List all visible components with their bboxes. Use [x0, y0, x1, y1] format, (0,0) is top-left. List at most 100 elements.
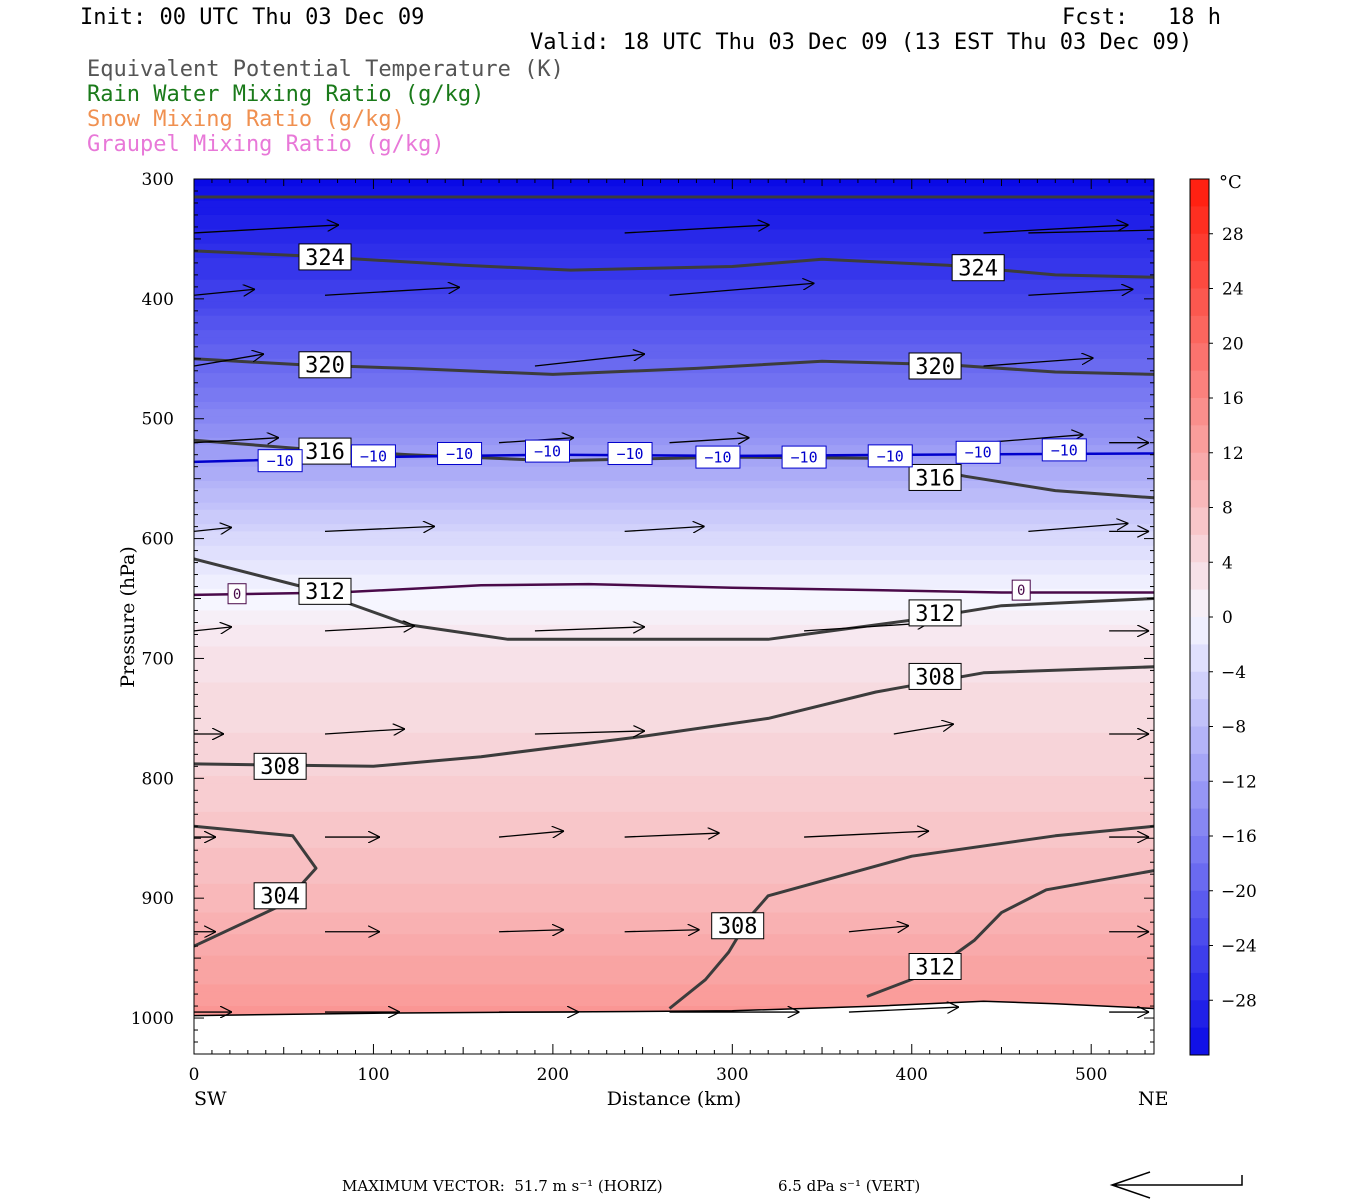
- temp-band: [194, 236, 1154, 245]
- colorbar-segment: [1190, 425, 1209, 454]
- colorbar-segment: [1190, 671, 1209, 700]
- temp-band: [194, 711, 1154, 719]
- theta-e-label-box: [298, 577, 352, 605]
- isotherm-label: 0: [233, 587, 241, 603]
- theta-e-label: 308: [260, 755, 300, 780]
- wind-vector: [194, 225, 339, 234]
- wind-vector: [534, 627, 645, 631]
- plot-frame: [193, 178, 1155, 1055]
- temp-band: [194, 552, 1154, 561]
- temp-band: [194, 639, 1154, 648]
- colorbar-segment: [1190, 617, 1209, 645]
- colorbar-segment: [1190, 890, 1209, 919]
- theta-e-label-box: [298, 243, 352, 271]
- legend-graupel: Graupel Mixing Ratio (g/kg): [87, 132, 445, 157]
- theta-e-contour-304: [194, 824, 318, 948]
- colorbar-segment: [1190, 179, 1209, 207]
- x-tick-label: 500: [1075, 1065, 1107, 1085]
- colorbar-segment: [1190, 945, 1209, 974]
- isotherm-label: −10: [791, 448, 818, 466]
- wind-vector: [848, 1007, 959, 1012]
- temp-band: [194, 826, 1154, 835]
- isotherm-label-box: [867, 444, 913, 468]
- temp-band: [194, 811, 1154, 820]
- isotherm-0: [194, 582, 1154, 597]
- temp-band: [194, 855, 1154, 863]
- theta-e-label: 320: [915, 355, 955, 380]
- temp-band: [194, 207, 1154, 216]
- theta-e-contour-308: [668, 824, 1154, 1010]
- colorbar-tick-label: 12: [1222, 444, 1244, 464]
- temp-band: [194, 804, 1154, 813]
- colorbar-segment: [1190, 534, 1209, 563]
- wind-vector: [983, 225, 1129, 234]
- theta-e-label: 308: [718, 915, 758, 940]
- plot-border: [193, 178, 1155, 1055]
- temp-band: [194, 394, 1154, 403]
- temp-band: [194, 294, 1154, 302]
- temp-band: [194, 473, 1154, 482]
- colorbar-segment: [1190, 261, 1209, 289]
- theta-e-label-box: [298, 437, 352, 465]
- max-vector-horizontal: MAXIMUM VECTOR: 51.7 m s⁻¹ (HORIZ): [342, 1177, 663, 1195]
- temp-band: [194, 617, 1154, 626]
- temp-band: [194, 718, 1154, 727]
- colorbar-segment: [1190, 781, 1209, 810]
- legend-rain-water: Rain Water Mixing Ratio (g/kg): [87, 82, 485, 107]
- wind-vectors: [194, 225, 1154, 1012]
- temp-band: [194, 632, 1154, 640]
- temp-band: [194, 984, 1154, 993]
- isotherm-label: −10: [446, 445, 473, 463]
- wind-vector: [804, 623, 929, 632]
- temp-band: [194, 934, 1154, 942]
- colorbar-segment: [1190, 507, 1209, 536]
- colorbar-segment: [1190, 726, 1209, 755]
- temp-band: [194, 416, 1154, 425]
- wind-vector: [324, 287, 460, 296]
- temp-band: [194, 229, 1154, 238]
- wind-vector: [499, 930, 564, 932]
- temp-band: [194, 222, 1154, 230]
- isotherm-label-box: [350, 444, 396, 468]
- x-tick-label: 300: [716, 1065, 748, 1085]
- temp-band: [194, 682, 1154, 691]
- temp-band: [194, 898, 1154, 906]
- x-right-label: NE: [1138, 1088, 1169, 1110]
- wind-vector: [983, 358, 1094, 367]
- colorbar-segment: [1190, 343, 1209, 372]
- isotherm-label: −10: [877, 447, 904, 465]
- wind-vector: [1028, 289, 1133, 295]
- temp-band: [194, 502, 1154, 511]
- temp-band: [194, 819, 1154, 827]
- temp-band: [194, 272, 1154, 281]
- temp-band: [194, 351, 1154, 360]
- surface-pressure: [194, 1000, 1154, 1054]
- temp-band: [194, 970, 1154, 978]
- temp-band: [194, 941, 1154, 950]
- temp-band: [194, 214, 1154, 223]
- temp-band: [194, 912, 1154, 921]
- colorbar-segment: [1190, 644, 1209, 673]
- colorbar-segment: [1190, 398, 1209, 426]
- isotherm-label: −10: [1051, 441, 1078, 459]
- isotherm-label: 0: [1017, 583, 1025, 599]
- isotherm-label-box: [227, 583, 247, 605]
- isotherm-label-box: [607, 441, 653, 465]
- isotherm-label: −10: [616, 445, 643, 463]
- legend-theta-e: Equivalent Potential Temperature (K): [87, 57, 564, 82]
- temp-band: [194, 344, 1154, 353]
- temp-band: [194, 847, 1154, 856]
- temp-band: [194, 833, 1154, 842]
- temp-band: [194, 768, 1154, 777]
- forecast-hour: Fcst: 18 h: [1062, 5, 1221, 30]
- y-axis-label: Pressure (hPa): [117, 546, 139, 688]
- colorbar-tick-label: 28: [1222, 225, 1244, 245]
- colorbar-tick-label: 20: [1222, 334, 1244, 354]
- colorbar-segment: [1190, 452, 1209, 481]
- temp-band: [194, 401, 1154, 410]
- wind-vector: [194, 438, 279, 443]
- temp-band: [194, 588, 1154, 597]
- theta-e-label: 320: [305, 354, 345, 379]
- temp-band: [194, 991, 1154, 1000]
- colorbar-tick-label: −24: [1221, 937, 1257, 957]
